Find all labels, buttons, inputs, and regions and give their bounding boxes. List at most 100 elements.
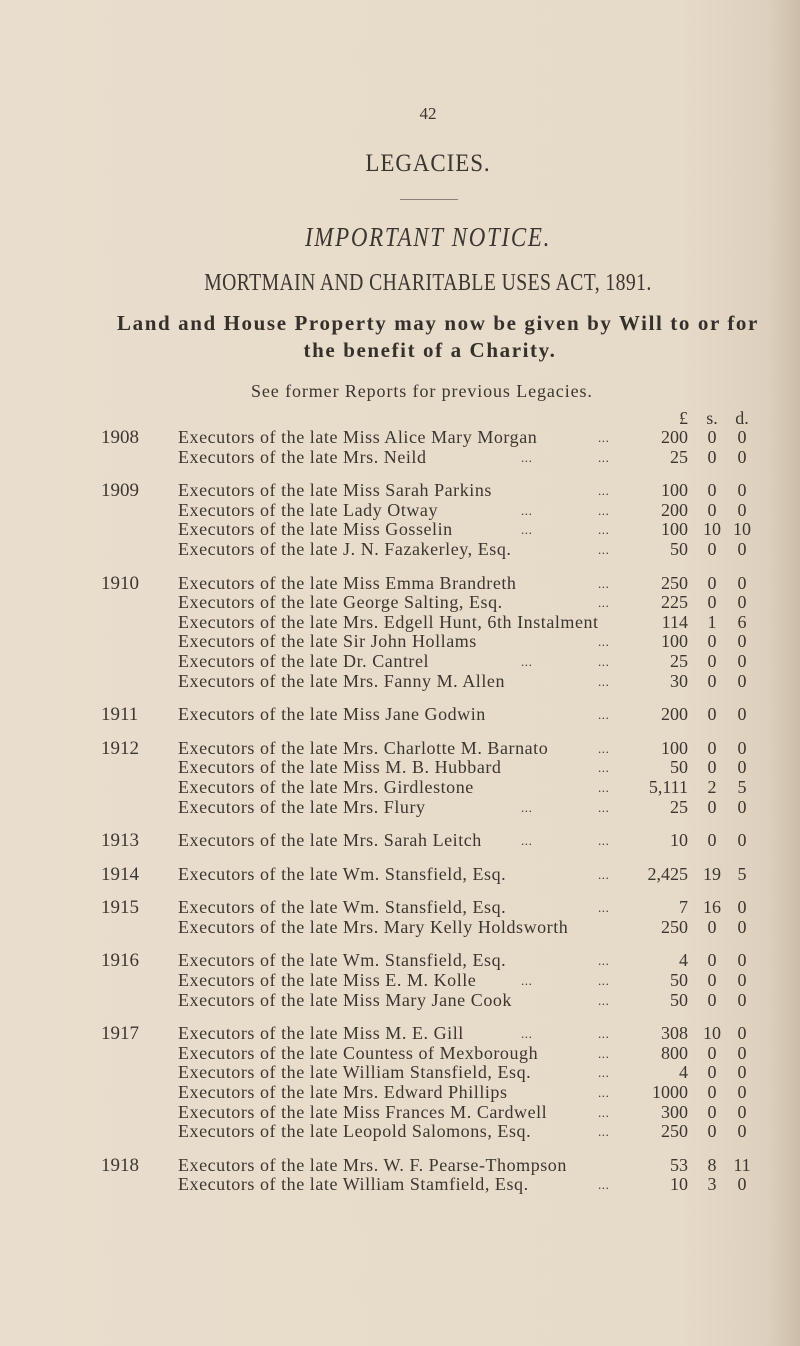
amount-pounds: 50 [670,538,688,559]
amount-shillings: 0 [707,650,717,671]
amount-shillings: 0 [707,989,717,1010]
amount-shillings: 16 [703,897,721,918]
amount-pounds: 4 [679,1062,688,1083]
legacy-row: Executors of the late Miss Gosselin.....… [0,520,800,540]
legacy-row: Executors of the late Mrs. Neild...... 25… [0,446,800,468]
year-group: 1913 Executors of the late Mrs. Sarah Lei… [0,830,800,852]
amount-shillings: 0 [707,480,717,501]
legacy-donor: Executors of the late Miss Mary Jane Coo… [178,989,512,1010]
legacy-donor: Executors of the late Mrs. Fanny M. Alle… [178,670,505,691]
year-label: 1913 [101,830,139,852]
year-group: 1908 Executors of the late Miss Alice Mar… [0,427,800,468]
legacy-row: Executors of the late Leopold Salomons, … [0,1122,800,1142]
amount-shillings: 8 [707,1154,717,1175]
legacy-donor: Executors of the late Mrs. Flury [178,796,426,817]
amount-pence: 0 [737,480,747,501]
legacy-row: Executors of the late Miss Mary Jane Coo… [0,989,800,1011]
pounds-header: £ [679,408,688,428]
amount-shillings: 0 [707,1042,717,1063]
year-group: 1914 Executors of the late Wm. Stansfield… [0,863,800,885]
legacy-donor: Executors of the late Mrs. W. F. Pearse-… [178,1154,567,1175]
amount-pounds: 30 [670,670,688,691]
amount-pounds: 250 [661,1121,688,1142]
legacy-donor: Executors of the late Wm. Stansfield, Es… [178,897,507,918]
legacy-row: Executors of the late Sir John Hollams..… [0,632,800,652]
amount-pence: 5 [737,776,747,797]
amount-shillings: 0 [707,916,717,937]
legacy-row: 1910 Executors of the late Miss Emma Bran… [0,572,800,594]
legacy-donor: Executors of the late Mrs. Neild [178,446,427,467]
amount-pounds: 800 [661,1042,688,1063]
amount-pence: 0 [737,670,747,691]
year-group: 1910 Executors of the late Miss Emma Bran… [0,572,800,692]
year-group: 1916 Executors of the late Wm. Stansfield… [0,951,800,1010]
year-label: 1911 [101,704,139,726]
legacies-table: 1908 Executors of the late Miss Alice Mar… [0,427,800,1209]
leader-dots: ... [598,740,610,756]
amount-pounds: 200 [661,499,688,520]
amount-pence: 10 [733,519,751,540]
leader-dots: ... [598,502,610,518]
leader-dots: ... [598,953,610,969]
leader-dots: ... [598,992,610,1008]
legacy-row: 1917 Executors of the late Miss M. E. Gil… [0,1024,800,1044]
leader-dots: ... [598,866,610,882]
amount-pence: 0 [737,704,747,725]
legacy-donor: Executors of the late Countess of Mexbor… [178,1042,539,1063]
amount-pounds: 225 [661,592,688,613]
year-label: 1915 [101,897,139,919]
leader-dots: ... [598,634,610,650]
amount-pounds: 10 [670,830,688,851]
amount-pounds: 5,111 [648,776,688,797]
leader-dots: ... [598,541,610,557]
leader-dots: ... [521,449,533,465]
legacy-row: 1912 Executors of the late Mrs. Charlotte… [0,737,800,759]
legacy-donor: Executors of the late Miss Alice Mary Mo… [178,427,538,447]
amount-pounds: 25 [670,650,688,671]
amount-shillings: 0 [707,631,717,652]
leader-dots: ... [598,653,610,669]
amount-pounds: 25 [670,796,688,817]
legacy-donor: Executors of the late Mrs. Charlotte M. … [178,737,549,758]
amount-pounds: 50 [670,970,688,991]
amount-pounds: 50 [670,989,688,1010]
amount-pounds: 308 [661,1023,688,1044]
leader-dots: ... [521,1026,533,1042]
leader-dots: ... [598,707,610,723]
page-number: 42 [419,104,437,123]
legacy-donor: Executors of the late Miss M. E. Gill [178,1023,464,1044]
amount-pence: 0 [737,916,747,937]
legacy-row: 1908 Executors of the late Miss Alice Mar… [0,427,800,448]
amount-pounds: 250 [661,572,688,593]
amount-shillings: 0 [707,1062,717,1083]
legacy-donor: Executors of the late Sir John Hollams [178,631,477,652]
leader-dots: ... [598,799,610,815]
legacy-row: Executors of the late Mrs. Mary Kelly Ho… [0,916,800,938]
legacy-donor: Executors of the late Miss E. M. Kolle [178,970,477,991]
intro-line-2: the benefit of a Charity. [303,338,557,362]
legacy-row: Executors of the late Mrs. Flury...... 25… [0,796,800,818]
legacy-row: Executors of the late Dr. Cantrel...... 2… [0,650,800,672]
year-group: 1912 Executors of the late Mrs. Charlotte… [0,737,800,818]
amount-shillings: 2 [707,776,717,797]
year-label: 1910 [101,572,139,594]
amount-pounds: 2,425 [647,863,689,884]
year-label: 1914 [101,863,139,885]
leader-dots: ... [521,502,533,518]
amount-pence: 0 [737,427,747,447]
amount-pence: 0 [737,1082,747,1103]
legacy-donor: Executors of the late William Stansfield… [178,1062,532,1083]
amount-pounds: 200 [661,427,688,447]
legacy-donor: Executors of the late Mrs. Edward Philli… [178,1082,508,1103]
amount-shillings: 10 [703,519,721,540]
leader-dots: ... [598,833,610,849]
legacy-row: Executors of the late William Stansfield… [0,1063,800,1083]
amount-pence: 0 [737,970,747,991]
legacy-row: Executors of the late J. N. Fazakerley, … [0,538,800,560]
legacy-donor: Executors of the late Mrs. Edgell Hunt, … [178,611,599,632]
pence-header: d. [735,408,749,428]
amount-pence: 0 [737,950,747,971]
amount-pence: 0 [737,1042,747,1063]
legacy-donor: Executors of the late Mrs. Girdlestone [178,776,474,797]
leader-dots: ... [598,973,610,989]
